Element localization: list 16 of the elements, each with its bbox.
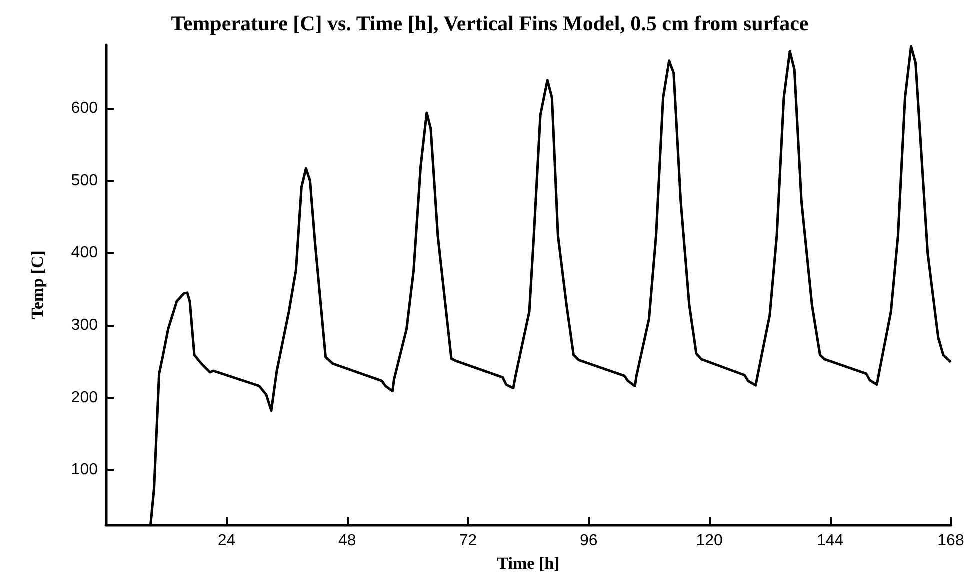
x-tick-label: 72 — [459, 532, 478, 550]
y-tick-label: 400 — [71, 244, 98, 262]
y-axis-title: Temp [C] — [28, 250, 47, 320]
x-tick-label: 48 — [338, 532, 356, 550]
chart-title: Temperature [C] vs. Time [h], Vertical Fins Model, 0.5 cm from surface — [171, 12, 809, 36]
y-tick-label: 100 — [71, 462, 98, 479]
x-tick-label: 168 — [938, 532, 964, 550]
x-tick-label: 144 — [816, 532, 844, 550]
x-axis-title: Time [h] — [497, 554, 560, 573]
y-tick-label: 300 — [71, 316, 98, 334]
y-tick-label: 500 — [71, 172, 98, 190]
x-tick-label: 120 — [696, 532, 724, 550]
y-tick-label: 200 — [71, 389, 98, 406]
x-tick-label: 24 — [218, 532, 236, 550]
y-tick-label: 600 — [71, 100, 98, 118]
x-tick-label: 96 — [580, 532, 598, 550]
